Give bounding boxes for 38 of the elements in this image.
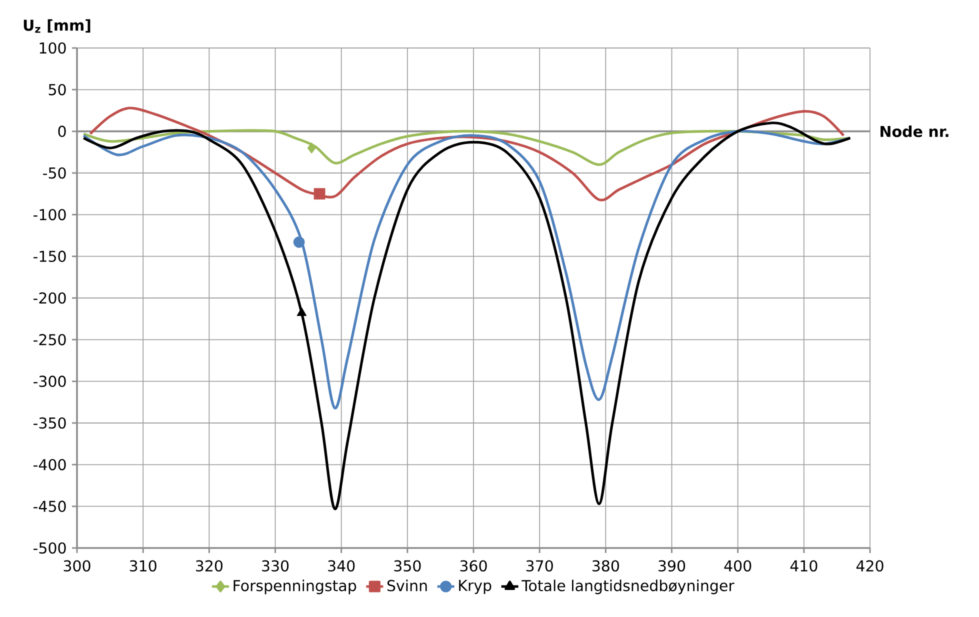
y-tick-label: 50 <box>48 84 66 96</box>
y-tick-label: -150 <box>33 250 66 262</box>
x-tick-label: 330 <box>262 560 289 572</box>
x-tick-label: 320 <box>196 560 222 572</box>
y-tick-label: 100 <box>40 42 66 54</box>
y-tick-label: -450 <box>33 500 66 512</box>
y-tick-label: -300 <box>33 376 66 388</box>
x-tick-label: 390 <box>658 560 686 572</box>
legend-label: Forspenningstap <box>234 580 356 594</box>
y-axis-title: U$_{z}$ [mm] <box>24 19 90 33</box>
point <box>307 142 316 154</box>
y-tick-label: -500 <box>33 542 66 554</box>
y-tick-label: -350 <box>33 417 66 429</box>
x-tick-label: 310 <box>130 560 156 572</box>
y-tick-label: -50 <box>43 167 66 179</box>
legend-label: Svinn <box>387 580 427 592</box>
point <box>293 236 305 248</box>
x-tick-label: 370 <box>526 560 553 572</box>
x-tick-label: 360 <box>460 560 487 572</box>
x-tick-label: 410 <box>790 560 818 572</box>
line-series <box>82 122 852 510</box>
y-tick-label: -400 <box>33 458 66 470</box>
x-tick-label: 350 <box>394 560 421 572</box>
x-tick-label: 400 <box>724 560 752 572</box>
y-tick-label: -250 <box>33 334 66 346</box>
legend-label: Totale langtidsnedbøyninger <box>522 580 734 594</box>
x-tick-label: 340 <box>328 560 355 572</box>
x-axis-title: Node nr. <box>880 126 948 138</box>
point <box>314 188 326 200</box>
point <box>296 307 307 316</box>
x-tick-label: 380 <box>592 560 619 572</box>
x-tick-label: 300 <box>64 560 90 572</box>
y-tick-label: -200 <box>33 292 66 304</box>
y-tick-label: -100 <box>33 208 66 220</box>
line-series <box>82 130 852 410</box>
y-tick-label: 0 <box>58 126 66 138</box>
x-tick-label: 420 <box>856 560 884 572</box>
legend-label: Kryp <box>459 580 492 594</box>
